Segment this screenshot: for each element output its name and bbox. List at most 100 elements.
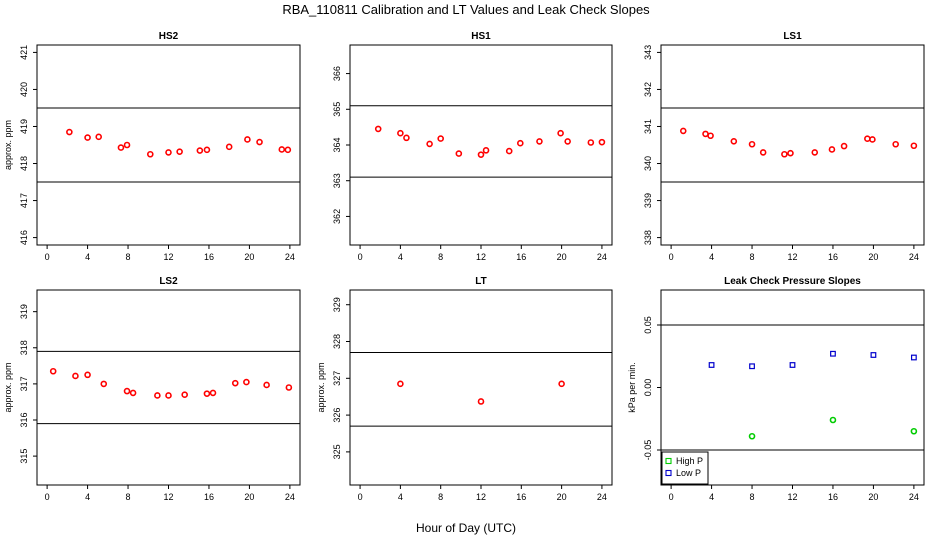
y-tick-label: 0.05 xyxy=(643,316,653,334)
data-point xyxy=(892,140,899,148)
data-point xyxy=(748,432,756,440)
data-point xyxy=(196,147,204,154)
data-point xyxy=(870,352,877,358)
legend-swatch xyxy=(665,469,672,477)
data-point xyxy=(374,125,382,133)
panel-ls2: LS2 0 4 8 12 16 20 24 315 316 317 318 319 approx. ppm xyxy=(3,276,301,502)
data-point xyxy=(426,140,433,148)
x-tick-label: 24 xyxy=(285,252,295,262)
y-tick-label: -0.05 xyxy=(643,440,653,461)
y-tick-label: 317 xyxy=(19,376,29,391)
x-tick-label: 8 xyxy=(750,252,755,262)
data-point xyxy=(203,146,211,154)
data-point xyxy=(84,371,91,379)
data-point xyxy=(231,379,239,387)
panel-title: LS1 xyxy=(783,31,802,42)
data-point xyxy=(203,390,211,397)
data-point xyxy=(117,144,125,151)
x-tick-label: 12 xyxy=(476,252,486,262)
x-tick-label: 12 xyxy=(163,252,173,262)
y-tick-label: 365 xyxy=(332,102,342,117)
y-tick-label: 328 xyxy=(332,334,342,349)
data-point xyxy=(176,148,183,155)
data-point xyxy=(789,362,796,368)
data-point xyxy=(811,149,819,156)
y-axis-label: kPa per min. xyxy=(627,362,637,413)
x-tick-label: 12 xyxy=(163,492,173,502)
legend-box xyxy=(661,451,709,485)
x-tick-label: 8 xyxy=(126,492,131,502)
x-tick-label: 4 xyxy=(709,252,714,262)
y-tick-label: 421 xyxy=(19,45,29,60)
data-point xyxy=(829,416,837,424)
y-tick-label: 364 xyxy=(332,137,342,152)
panel-leak-check-pressure-slopes: Leak Check Pressure Slopes 0 4 8 12 16 20 24 -0.… xyxy=(627,276,925,502)
legend-label: High P xyxy=(676,456,703,466)
data-point xyxy=(830,350,836,357)
data-point xyxy=(256,138,263,146)
plot-frame xyxy=(660,44,925,246)
y-tick-label: 419 xyxy=(19,119,29,134)
x-tick-label: 20 xyxy=(557,492,567,502)
y-tick-label: 342 xyxy=(643,82,653,97)
data-point xyxy=(84,134,91,141)
x-tick-label: 8 xyxy=(438,492,443,502)
y-tick-label: 315 xyxy=(19,449,29,464)
y-axis-label: approx. ppm xyxy=(3,362,13,412)
x-tick-label: 8 xyxy=(438,252,443,262)
x-tick-label: 24 xyxy=(909,492,919,502)
data-point xyxy=(702,130,709,138)
panel-title: HS1 xyxy=(471,31,491,42)
y-tick-label: 416 xyxy=(19,230,29,245)
y-tick-label: 340 xyxy=(643,156,653,171)
panel-hs2: HS2 0 4 8 12 16 20 24 416 417 418 419 420 421 approx. … xyxy=(3,31,301,262)
y-tick-label: 343 xyxy=(643,45,653,60)
panel-lt: LT 0 4 8 12 16 20 24 325 326 327 328 329 approx. ppm xyxy=(316,276,613,502)
data-point xyxy=(165,392,172,399)
data-point xyxy=(910,427,918,435)
x-tick-label: 20 xyxy=(868,492,878,502)
data-point xyxy=(209,389,217,397)
panel-title: HS2 xyxy=(159,31,179,42)
data-point xyxy=(781,150,788,158)
data-point xyxy=(403,134,410,142)
x-tick-label: 20 xyxy=(244,252,254,262)
x-tick-label: 20 xyxy=(868,252,878,262)
x-tick-label: 4 xyxy=(85,252,90,262)
x-tick-label: 4 xyxy=(398,252,403,262)
panel-title: Leak Check Pressure Slopes xyxy=(724,276,861,287)
data-point xyxy=(505,147,513,155)
data-point xyxy=(749,363,755,370)
plot-frame xyxy=(349,44,613,246)
figure-title: RBA_110811 Calibration and LT Values and… xyxy=(282,2,650,17)
y-tick-label: 0.00 xyxy=(643,379,653,397)
data-point xyxy=(557,129,564,137)
x-tick-label: 24 xyxy=(597,252,607,262)
data-point xyxy=(243,378,250,386)
y-tick-label: 417 xyxy=(19,193,29,208)
x-tick-label: 16 xyxy=(204,492,214,502)
data-point xyxy=(437,135,444,142)
data-point xyxy=(707,132,714,140)
y-tick-label: 341 xyxy=(643,119,653,134)
panel-hs1: HS1 0 4 8 12 16 20 24 362 363 364 365 366 xyxy=(332,31,613,262)
x-tick-label: 16 xyxy=(204,252,214,262)
data-point xyxy=(100,380,108,388)
x-tick-label: 12 xyxy=(787,492,797,502)
x-tick-label: 4 xyxy=(709,492,714,502)
data-point xyxy=(910,354,917,361)
y-tick-label: 366 xyxy=(332,66,342,81)
data-point xyxy=(477,398,485,405)
x-tick-label: 24 xyxy=(909,252,919,262)
data-point xyxy=(587,139,595,146)
y-tick-label: 325 xyxy=(332,444,342,459)
y-tick-label: 338 xyxy=(643,230,653,245)
data-point xyxy=(598,138,606,146)
data-point xyxy=(910,142,918,150)
x-tick-label: 24 xyxy=(285,492,295,502)
data-point xyxy=(66,128,73,136)
data-point xyxy=(564,138,571,145)
data-point xyxy=(840,142,848,150)
y-tick-label: 327 xyxy=(332,371,342,386)
